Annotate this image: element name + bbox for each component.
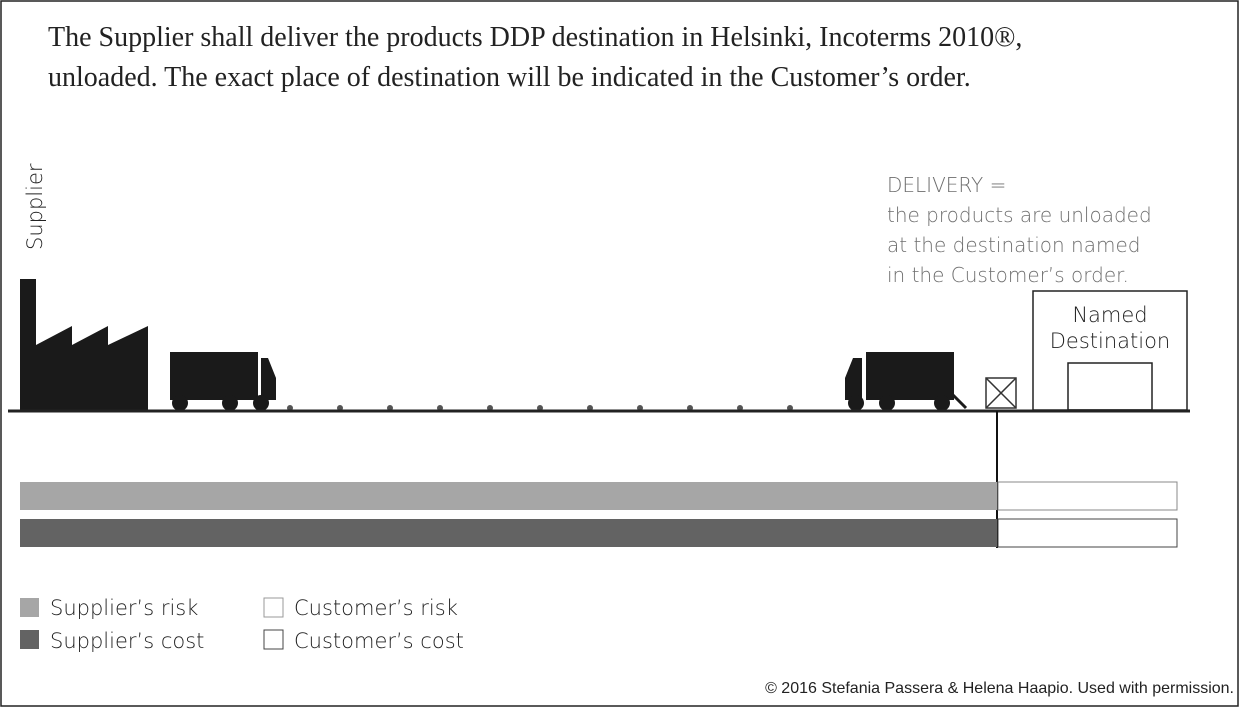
legend-swatch	[20, 598, 39, 617]
delivery-line: the products are unloaded	[887, 203, 1152, 227]
customer-cost-bar	[998, 519, 1177, 547]
destination-label: Destination	[1050, 329, 1171, 353]
customer-risk-bar	[998, 482, 1177, 510]
legend-swatch	[20, 630, 39, 649]
legend-label: Supplier’s cost	[50, 629, 204, 653]
truck	[845, 352, 966, 411]
delivery-line: in the Customer’s order.	[887, 263, 1129, 287]
destination-label: Named	[1072, 303, 1147, 327]
legend-label: Customer’s risk	[294, 596, 458, 620]
legend-label: Customer’s cost	[294, 629, 464, 653]
page: The Supplier shall deliver the products …	[0, 0, 1240, 708]
diagram: The Supplier shall deliver the products …	[0, 0, 1240, 708]
credit: © 2016 Stefania Passera & Helena Haapio.…	[765, 680, 1234, 697]
legend-label: Supplier’s risk	[50, 596, 198, 620]
supplier-cost-bar	[20, 519, 997, 547]
supplier-risk-bar	[20, 482, 997, 510]
legend-swatch	[264, 630, 283, 649]
delivery-line: at the destination named	[887, 233, 1140, 257]
delivery-line: DELIVERY =	[887, 173, 1006, 197]
truck	[170, 352, 276, 411]
supplier-label: Supplier	[23, 163, 47, 250]
factory	[20, 279, 148, 411]
heading-line: The Supplier shall deliver the products …	[48, 22, 1022, 53]
heading-line: unloaded. The exact place of destination…	[48, 62, 971, 93]
package	[986, 378, 1016, 408]
legend-swatch	[264, 598, 283, 617]
